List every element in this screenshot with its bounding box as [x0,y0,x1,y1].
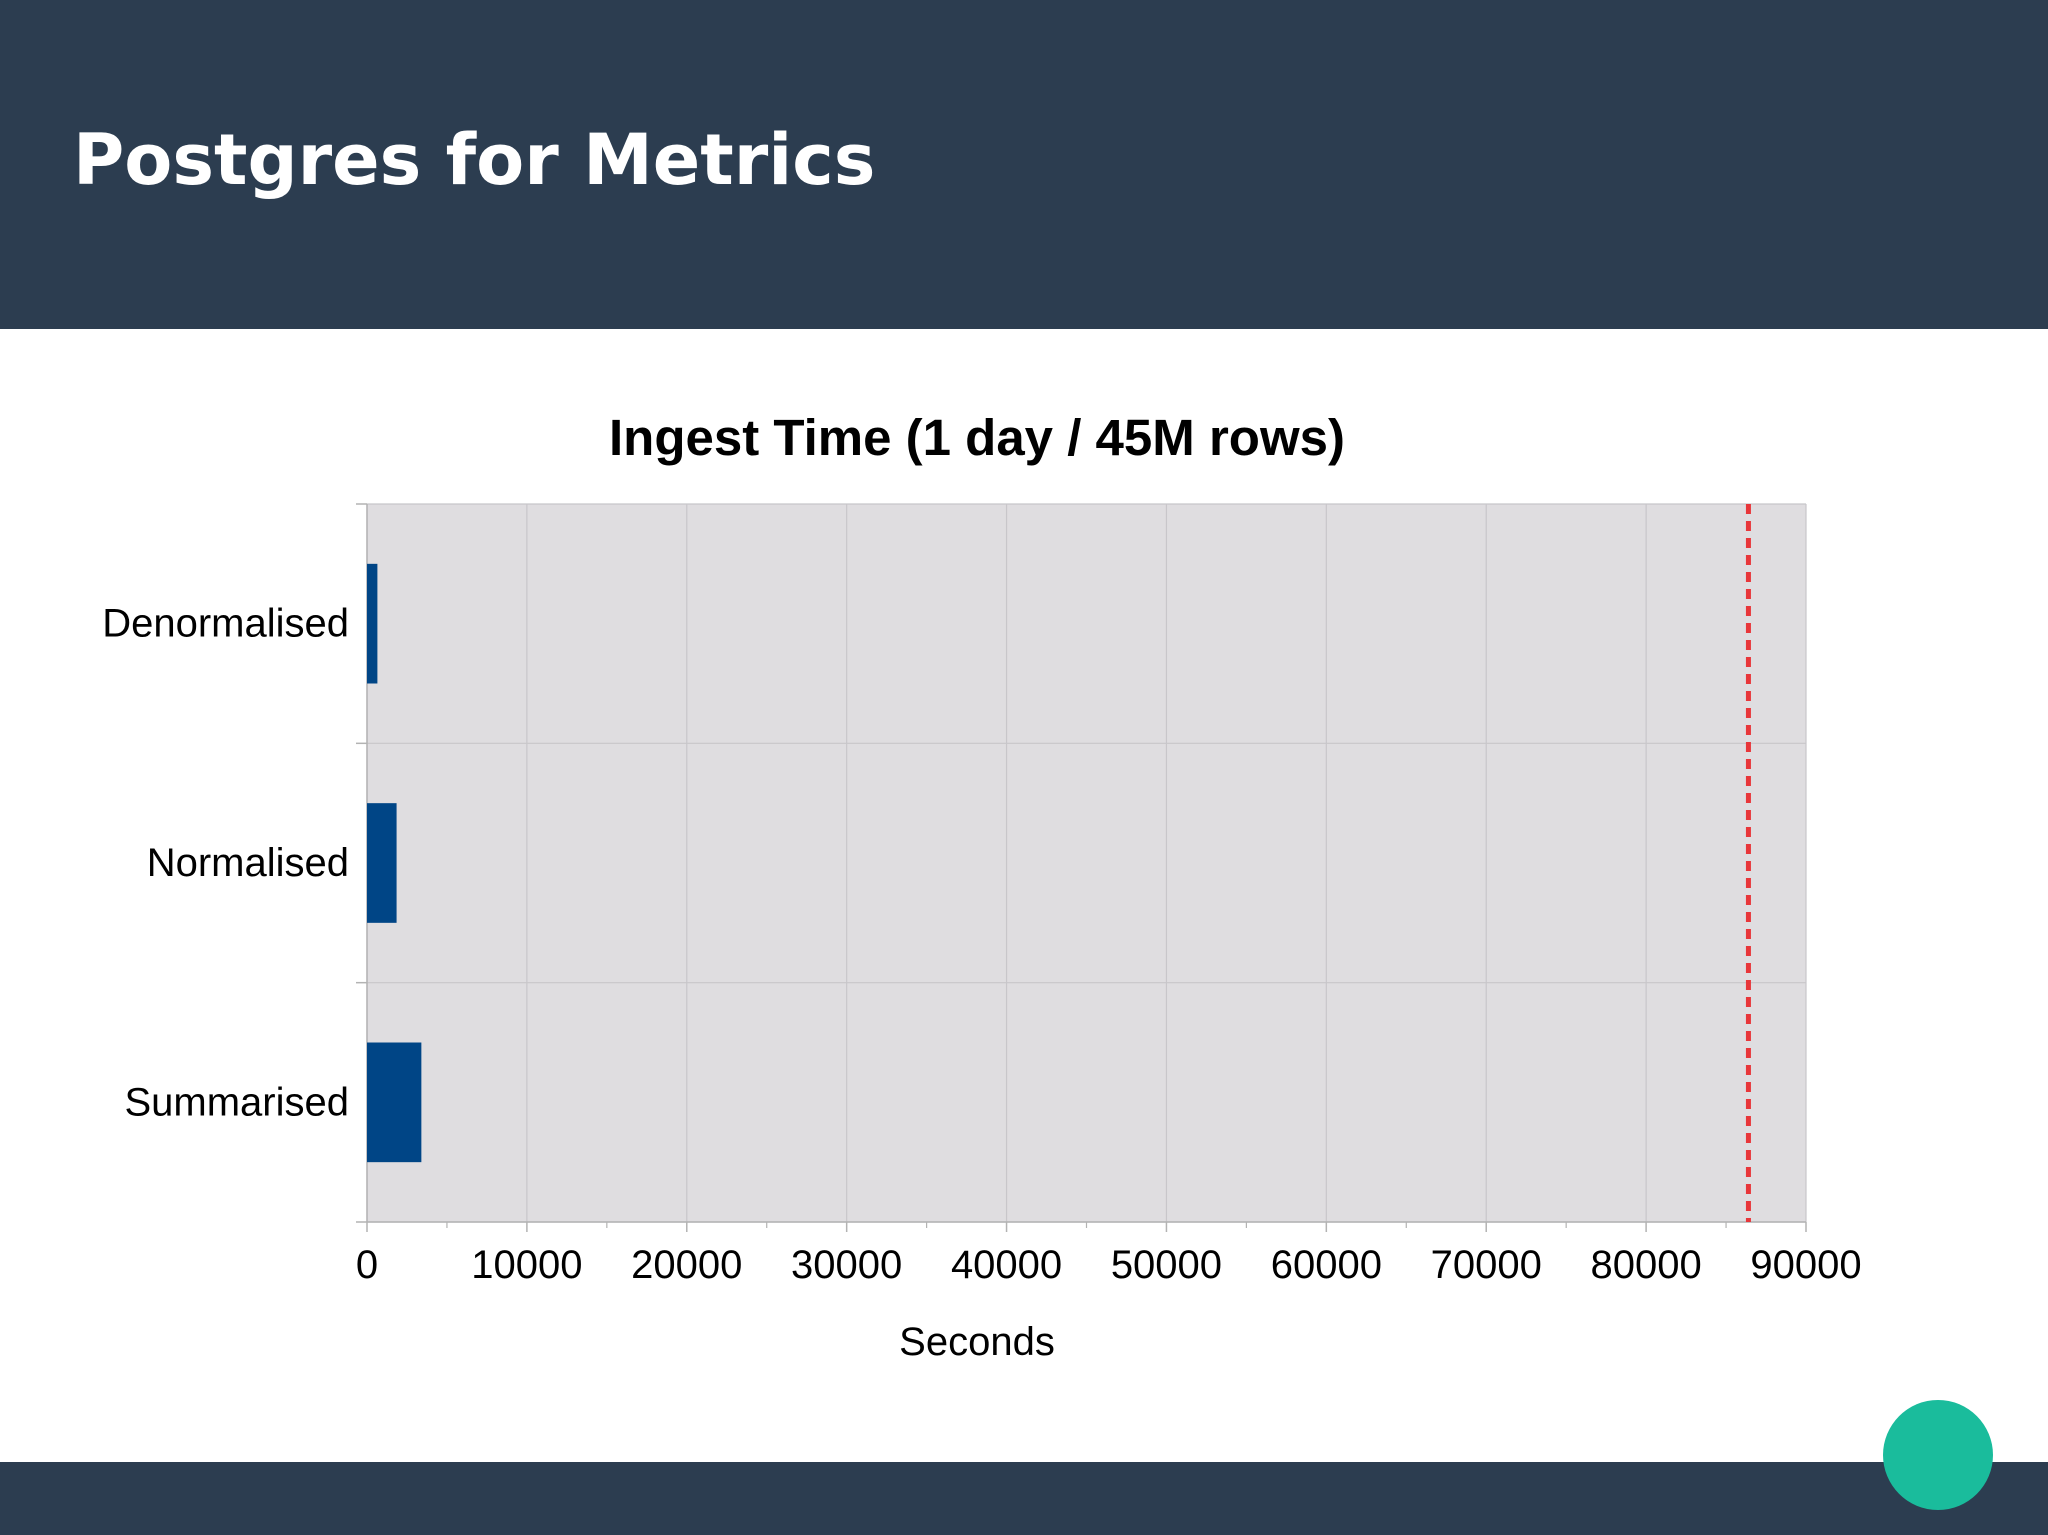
x-axis-label: Seconds [899,1320,1055,1364]
x-tick-label: 60000 [1271,1243,1382,1287]
bar-summarised [367,1042,422,1163]
category-label: Summarised [124,1080,349,1124]
accent-dot [1883,1400,1993,1510]
x-tick-label: 20000 [631,1243,742,1287]
x-tick-label: 0 [356,1243,378,1287]
bar-denormalised [367,563,378,684]
bar-normalised [367,803,397,923]
plot-area [367,504,1806,1222]
category-label: Normalised [147,841,349,885]
header-bar: Postgres for Metrics [0,0,2048,329]
x-tick-label: 70000 [1431,1243,1542,1287]
x-tick-label: 50000 [1111,1243,1222,1287]
x-tick-label: 40000 [951,1243,1062,1287]
x-tick-label: 90000 [1750,1243,1861,1287]
footer-bar [0,1462,2048,1535]
category-label: Denormalised [102,602,349,646]
x-tick-label: 80000 [1590,1243,1701,1287]
x-tick-label: 10000 [471,1243,582,1287]
chart-title: Ingest Time (1 day / 45M rows) [609,409,1345,466]
ingest-time-chart: Denormalised Normalised Summarised 0 10000 20… [102,409,1861,1364]
slide-title: Postgres for Metrics [73,119,876,201]
x-tick-label: 30000 [791,1243,902,1287]
